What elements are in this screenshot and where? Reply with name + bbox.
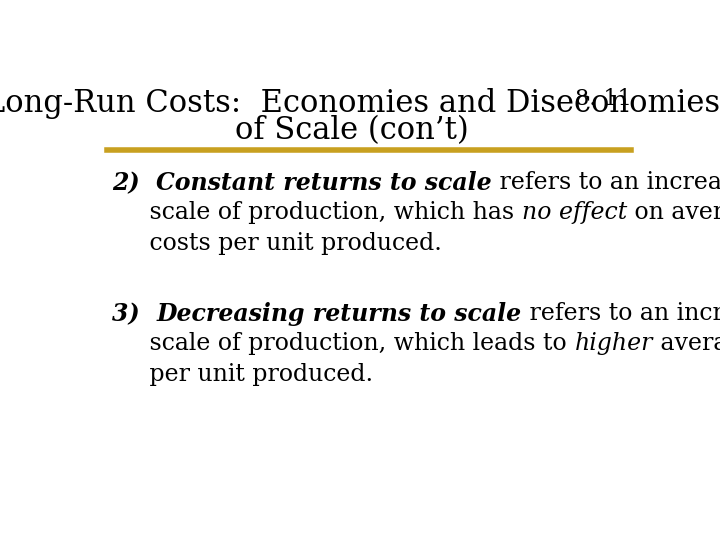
Text: 2): 2) bbox=[112, 171, 156, 195]
Text: 3): 3) bbox=[112, 302, 156, 326]
Text: scale of production, which has: scale of production, which has bbox=[112, 201, 522, 224]
Text: Constant returns to scale: Constant returns to scale bbox=[156, 171, 492, 195]
Text: 8. 11: 8. 11 bbox=[575, 87, 631, 110]
Text: no effect: no effect bbox=[522, 201, 627, 224]
Text: Long-Run Costs:  Economies and Diseconomies: Long-Run Costs: Economies and Diseconomi… bbox=[0, 87, 720, 119]
Text: Decreasing returns to scale: Decreasing returns to scale bbox=[156, 302, 521, 326]
Text: of Scale (con’t): of Scale (con’t) bbox=[235, 114, 469, 146]
Text: refers to an increase in a firm’s: refers to an increase in a firm’s bbox=[521, 302, 720, 325]
Text: scale of production, which leads to: scale of production, which leads to bbox=[112, 332, 575, 355]
Text: refers to an increase in a firm’s: refers to an increase in a firm’s bbox=[492, 171, 720, 194]
Text: per unit produced.: per unit produced. bbox=[112, 362, 374, 386]
Text: higher: higher bbox=[575, 332, 653, 355]
Text: costs per unit produced.: costs per unit produced. bbox=[112, 232, 442, 254]
Text: on average total: on average total bbox=[627, 201, 720, 224]
Text: average total costs: average total costs bbox=[653, 332, 720, 355]
